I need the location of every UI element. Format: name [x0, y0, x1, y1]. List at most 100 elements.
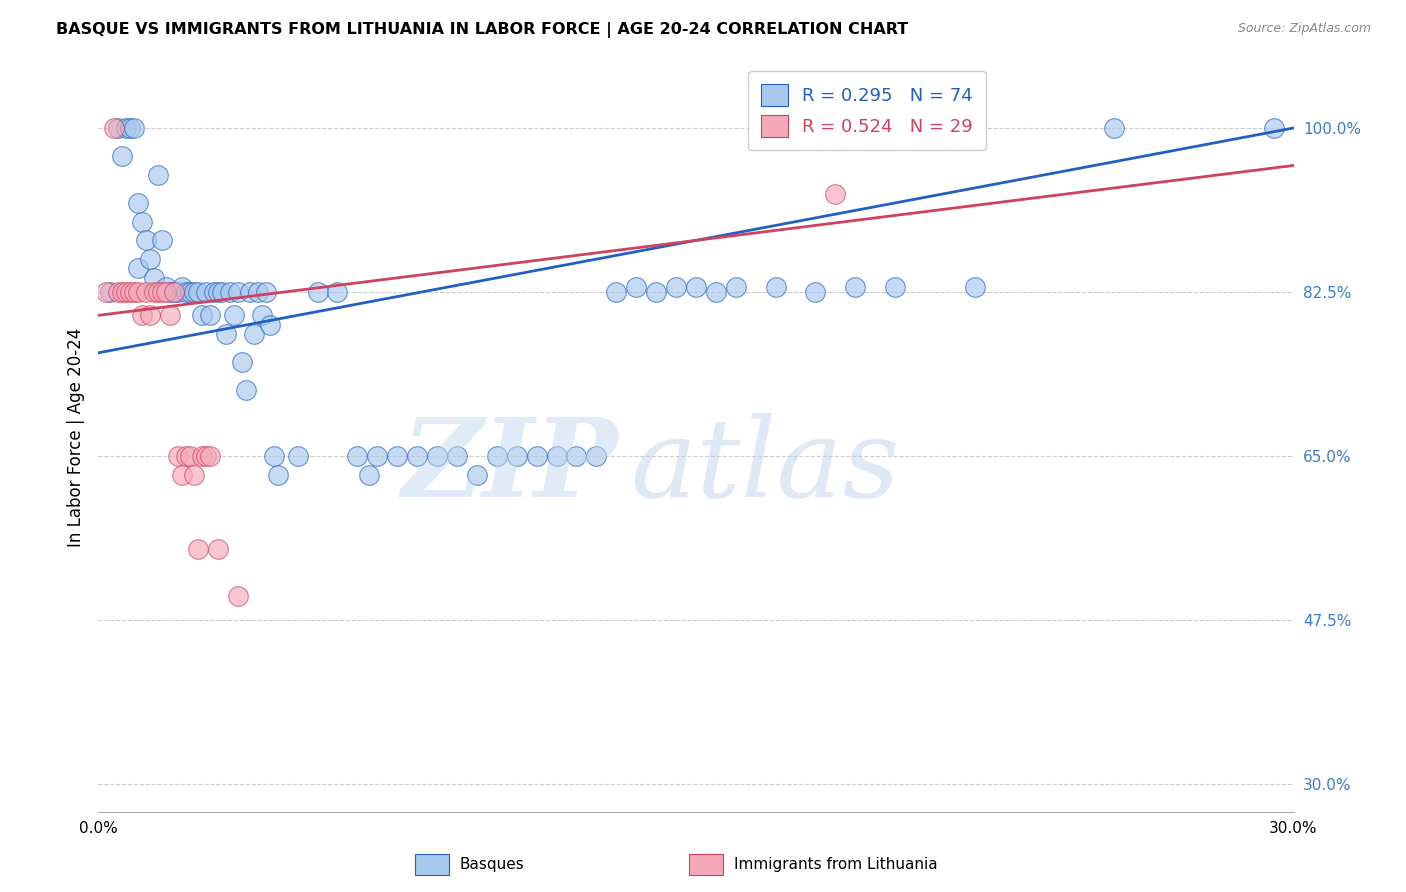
Point [159, 309, 181, 323]
Point [207, 542, 229, 557]
Point [107, 120, 129, 135]
Point [226, 285, 249, 299]
Point [263, 449, 285, 463]
Point [226, 590, 249, 604]
Point [222, 309, 245, 323]
Point [267, 467, 290, 482]
Point [506, 449, 529, 463]
Point [143, 285, 166, 299]
Point [585, 449, 607, 463]
Point [107, 285, 129, 299]
Point [1104, 120, 1126, 135]
Point [465, 467, 488, 482]
Point [103, 120, 125, 135]
Point [155, 285, 177, 299]
Point [135, 233, 157, 247]
Point [366, 449, 388, 463]
Point [127, 285, 149, 299]
Point [115, 285, 138, 299]
Point [824, 186, 846, 201]
Point [124, 120, 146, 135]
Point [546, 449, 568, 463]
Point [626, 280, 648, 294]
Point [139, 252, 162, 266]
Point [231, 355, 253, 369]
Point [207, 285, 229, 299]
Text: ZIP: ZIP [402, 413, 619, 521]
Point [526, 449, 548, 463]
Legend: R = 0.295   N = 74, R = 0.524   N = 29: R = 0.295 N = 74, R = 0.524 N = 29 [748, 71, 986, 150]
Point [124, 285, 146, 299]
Point [131, 214, 153, 228]
Point [115, 120, 138, 135]
Point [211, 285, 233, 299]
Point [254, 285, 277, 299]
FancyBboxPatch shape [689, 854, 723, 875]
Point [172, 467, 194, 482]
Point [172, 280, 194, 294]
Point [191, 449, 214, 463]
Point [239, 285, 262, 299]
Point [198, 309, 221, 323]
Point [187, 285, 209, 299]
Point [250, 309, 273, 323]
Point [307, 285, 329, 299]
Point [163, 285, 186, 299]
FancyBboxPatch shape [415, 854, 449, 875]
Text: atlas: atlas [630, 413, 900, 521]
Y-axis label: In Labor Force | Age 20-24: In Labor Force | Age 20-24 [66, 327, 84, 547]
Point [111, 149, 134, 163]
Point [645, 285, 668, 299]
Point [167, 285, 190, 299]
Point [120, 120, 142, 135]
Point [235, 384, 257, 398]
Point [96, 285, 118, 299]
Point [163, 285, 186, 299]
Point [724, 280, 747, 294]
Point [183, 285, 205, 299]
Point [1263, 120, 1285, 135]
Point [685, 280, 707, 294]
Point [765, 280, 787, 294]
Text: BASQUE VS IMMIGRANTS FROM LITHUANIA IN LABOR FORCE | AGE 20-24 CORRELATION CHART: BASQUE VS IMMIGRANTS FROM LITHUANIA IN L… [56, 22, 908, 38]
Point [704, 285, 727, 299]
Point [215, 326, 238, 341]
Text: Immigrants from Lithuania: Immigrants from Lithuania [734, 857, 938, 871]
Point [565, 449, 588, 463]
Point [174, 285, 197, 299]
Point [98, 285, 122, 299]
Point [426, 449, 449, 463]
Point [150, 233, 173, 247]
Point [111, 285, 134, 299]
Point [219, 285, 242, 299]
Point [191, 309, 214, 323]
Point [198, 449, 221, 463]
Point [446, 449, 468, 463]
Point [150, 285, 173, 299]
Point [155, 280, 177, 294]
Point [485, 449, 508, 463]
Point [665, 280, 688, 294]
Point [963, 280, 986, 294]
Point [844, 280, 866, 294]
Point [120, 285, 142, 299]
Point [127, 261, 149, 276]
Point [605, 285, 627, 299]
Point [135, 285, 157, 299]
Point [148, 168, 170, 182]
Point [287, 449, 309, 463]
Point [884, 280, 907, 294]
Point [195, 285, 218, 299]
Point [148, 285, 170, 299]
Point [174, 449, 197, 463]
Point [139, 309, 162, 323]
Point [259, 318, 281, 332]
Point [143, 271, 166, 285]
Point [246, 285, 269, 299]
Point [804, 285, 827, 299]
Point [195, 449, 218, 463]
Point [202, 285, 225, 299]
Point [187, 542, 209, 557]
Point [406, 449, 429, 463]
Point [159, 285, 181, 299]
